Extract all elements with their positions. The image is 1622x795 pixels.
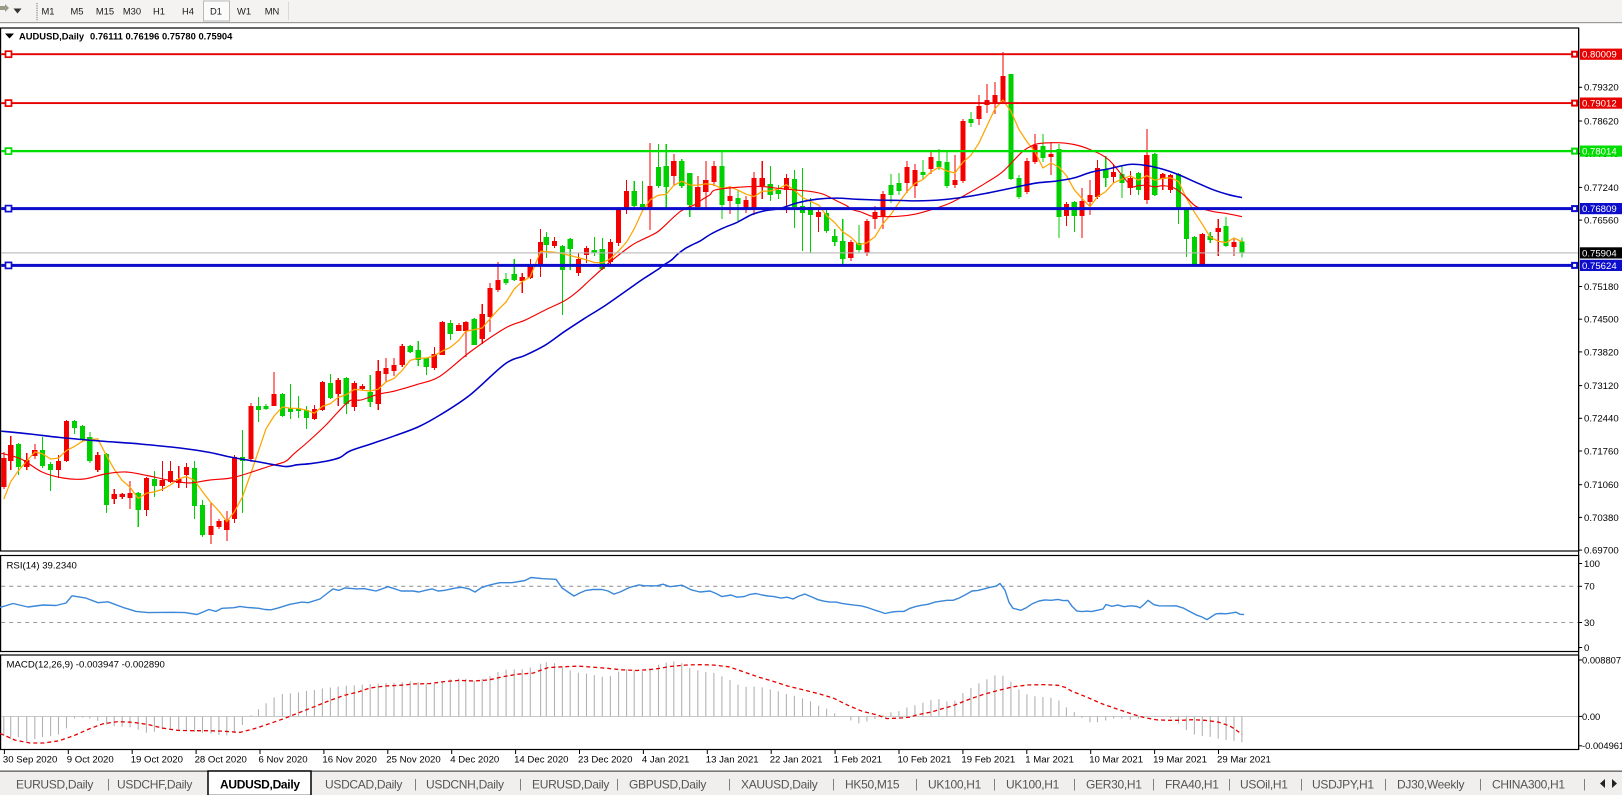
svg-text:0.008807: 0.008807 <box>1582 654 1621 665</box>
svg-text:GER30,H1: GER30,H1 <box>1086 778 1142 792</box>
svg-text:USOil,H1: USOil,H1 <box>1240 778 1288 792</box>
svg-text:0.76111 0.76196 0.75780 0.7590: 0.76111 0.76196 0.75780 0.75904 <box>90 31 233 42</box>
svg-text:XAUUSD,Daily: XAUUSD,Daily <box>741 778 818 792</box>
svg-text:0.80009: 0.80009 <box>1582 50 1617 61</box>
svg-text:70: 70 <box>1584 582 1595 593</box>
svg-text:0.69700: 0.69700 <box>1584 546 1619 557</box>
svg-text:0.70380: 0.70380 <box>1584 513 1619 524</box>
svg-text:0.76809: 0.76809 <box>1582 204 1617 215</box>
svg-text:19 Mar 2021: 19 Mar 2021 <box>1153 755 1207 766</box>
svg-text:GBPUSD,Daily: GBPUSD,Daily <box>629 778 706 792</box>
svg-text:|: | <box>107 779 110 791</box>
svg-text:0.77240: 0.77240 <box>1584 183 1619 194</box>
svg-text:AUDUSD,Daily: AUDUSD,Daily <box>19 31 85 42</box>
svg-text:0.73820: 0.73820 <box>1584 347 1619 358</box>
svg-text:UK100,H1: UK100,H1 <box>928 778 982 792</box>
svg-text:|: | <box>1583 779 1586 791</box>
svg-text:0.78620: 0.78620 <box>1584 116 1619 127</box>
svg-text:|: | <box>519 779 522 791</box>
svg-text:0.75624: 0.75624 <box>1582 261 1617 272</box>
svg-text:|: | <box>728 779 731 791</box>
svg-text:1 Mar 2021: 1 Mar 2021 <box>1025 755 1074 766</box>
svg-text:|: | <box>414 779 417 791</box>
svg-text:UK100,H1: UK100,H1 <box>1006 778 1060 792</box>
svg-text:0.75180: 0.75180 <box>1584 282 1619 293</box>
svg-text:30 Sep 2020: 30 Sep 2020 <box>3 755 57 766</box>
svg-text:4 Jan 2021: 4 Jan 2021 <box>642 755 689 766</box>
svg-text:23 Dec 2020: 23 Dec 2020 <box>578 755 632 766</box>
svg-text:|: | <box>616 779 619 791</box>
svg-text:0.78014: 0.78014 <box>1582 147 1617 158</box>
svg-text:9 Oct 2020: 9 Oct 2020 <box>67 755 114 766</box>
svg-text:USDCAD,Daily: USDCAD,Daily <box>325 778 402 792</box>
svg-text:|: | <box>1073 779 1076 791</box>
svg-text:EURUSD,Daily: EURUSD,Daily <box>532 778 609 792</box>
svg-text:|: | <box>915 779 918 791</box>
svg-text:|: | <box>832 779 835 791</box>
svg-text:19 Feb 2021: 19 Feb 2021 <box>961 755 1015 766</box>
svg-text:28 Oct 2020: 28 Oct 2020 <box>195 755 247 766</box>
svg-text:USDCHF,Daily: USDCHF,Daily <box>117 778 192 792</box>
svg-text:|: | <box>993 779 996 791</box>
svg-text:10 Feb 2021: 10 Feb 2021 <box>898 755 952 766</box>
svg-text:30: 30 <box>1584 618 1595 629</box>
svg-text:M5: M5 <box>70 6 83 17</box>
svg-text:|: | <box>1479 779 1482 791</box>
svg-text:0.79320: 0.79320 <box>1584 83 1619 94</box>
svg-text:13 Jan 2021: 13 Jan 2021 <box>706 755 759 766</box>
svg-text:AUDUSD,Daily: AUDUSD,Daily <box>220 778 300 792</box>
svg-text:6 Nov 2020: 6 Nov 2020 <box>259 755 308 766</box>
svg-text:100: 100 <box>1584 559 1600 570</box>
svg-text:25 Nov 2020: 25 Nov 2020 <box>386 755 440 766</box>
svg-text:0: 0 <box>1584 643 1589 654</box>
svg-text:|: | <box>1384 779 1387 791</box>
svg-text:M30: M30 <box>123 6 141 17</box>
svg-text:M1: M1 <box>41 6 54 17</box>
svg-text:DJ30,Weekly: DJ30,Weekly <box>1397 778 1464 792</box>
svg-text:0.79012: 0.79012 <box>1582 99 1617 110</box>
svg-text:H1: H1 <box>153 6 165 17</box>
svg-text:0.76560: 0.76560 <box>1584 216 1619 227</box>
svg-text:HK50,M15: HK50,M15 <box>845 778 900 792</box>
svg-text:22 Jan 2021: 22 Jan 2021 <box>770 755 823 766</box>
svg-text:RSI(14) 39.2340: RSI(14) 39.2340 <box>7 561 77 572</box>
svg-text:1 Feb 2021: 1 Feb 2021 <box>834 755 883 766</box>
svg-text:0.71760: 0.71760 <box>1584 446 1619 457</box>
svg-text:MN: MN <box>265 6 280 17</box>
svg-text:|: | <box>1300 779 1303 791</box>
svg-text:USDJPY,H1: USDJPY,H1 <box>1312 778 1374 792</box>
svg-text:USDCNH,Daily: USDCNH,Daily <box>426 778 504 792</box>
svg-text:CHINA300,H1: CHINA300,H1 <box>1492 778 1565 792</box>
svg-text:0.73120: 0.73120 <box>1584 381 1619 392</box>
svg-text:W1: W1 <box>237 6 251 17</box>
svg-text:14 Dec 2020: 14 Dec 2020 <box>514 755 568 766</box>
svg-text:4 Dec 2020: 4 Dec 2020 <box>450 755 499 766</box>
svg-text:EURUSD,Daily: EURUSD,Daily <box>16 778 93 792</box>
svg-text:D1: D1 <box>210 6 222 17</box>
svg-text:MACD(12,26,9) -0.003947 -0.002: MACD(12,26,9) -0.003947 -0.002890 <box>7 660 165 671</box>
svg-text:-0.004961: -0.004961 <box>1582 740 1622 751</box>
svg-text:0.74500: 0.74500 <box>1584 315 1619 326</box>
svg-text:19 Oct 2020: 19 Oct 2020 <box>131 755 183 766</box>
svg-text:H4: H4 <box>182 6 194 17</box>
svg-text:29 Mar 2021: 29 Mar 2021 <box>1217 755 1271 766</box>
svg-text:16 Nov 2020: 16 Nov 2020 <box>322 755 376 766</box>
svg-text:M15: M15 <box>96 6 114 17</box>
svg-text:|: | <box>1228 779 1231 791</box>
svg-text:0.71060: 0.71060 <box>1584 480 1619 491</box>
svg-text:0.00: 0.00 <box>1582 711 1600 722</box>
svg-text:0.72440: 0.72440 <box>1584 414 1619 425</box>
svg-text:FRA40,H1: FRA40,H1 <box>1165 778 1219 792</box>
svg-text:|: | <box>1152 779 1155 791</box>
svg-text:0.75904: 0.75904 <box>1582 248 1617 259</box>
svg-text:10 Mar 2021: 10 Mar 2021 <box>1089 755 1143 766</box>
